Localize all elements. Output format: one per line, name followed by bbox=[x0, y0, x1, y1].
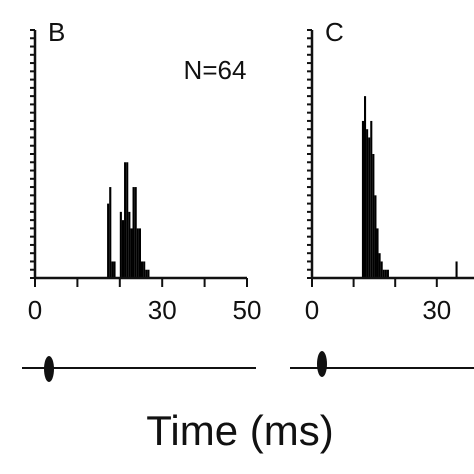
bar bbox=[121, 220, 125, 278]
bar bbox=[382, 269, 385, 278]
bar bbox=[124, 162, 127, 278]
bar bbox=[111, 261, 114, 278]
bar bbox=[128, 211, 131, 278]
panel-label: B bbox=[48, 17, 65, 47]
bar bbox=[386, 269, 389, 278]
x-tick-label: 50 bbox=[233, 295, 262, 325]
bar bbox=[147, 269, 150, 278]
bar bbox=[136, 228, 139, 278]
panel-label: C bbox=[325, 17, 344, 47]
bar bbox=[361, 120, 364, 278]
stimulus-pulse bbox=[317, 351, 327, 377]
bar bbox=[143, 261, 146, 278]
bar bbox=[130, 228, 133, 278]
bar bbox=[366, 129, 369, 278]
x-tick-label: 0 bbox=[305, 295, 319, 325]
x-tick-label: 0 bbox=[28, 295, 42, 325]
bar bbox=[380, 261, 383, 278]
bar bbox=[113, 261, 116, 278]
bar bbox=[378, 253, 381, 278]
bar bbox=[374, 195, 377, 278]
x-tick-label: 30 bbox=[422, 295, 451, 325]
bar bbox=[134, 187, 137, 278]
annotation: N=64 bbox=[184, 55, 247, 85]
bar bbox=[145, 269, 148, 278]
stimulus-pulse bbox=[44, 356, 54, 382]
bar bbox=[368, 137, 371, 278]
bar bbox=[455, 261, 458, 278]
x-tick-label: 30 bbox=[148, 295, 177, 325]
bar bbox=[384, 269, 387, 278]
bar bbox=[126, 162, 129, 278]
bar bbox=[138, 228, 141, 278]
bar bbox=[370, 120, 373, 278]
bar bbox=[372, 154, 375, 278]
bar bbox=[376, 228, 379, 278]
bar bbox=[119, 211, 122, 278]
bar bbox=[132, 187, 135, 278]
bar bbox=[364, 96, 367, 278]
bar bbox=[109, 187, 112, 278]
x-axis-title: Time (ms) bbox=[146, 407, 333, 454]
bar bbox=[107, 203, 110, 278]
bar bbox=[141, 261, 144, 278]
